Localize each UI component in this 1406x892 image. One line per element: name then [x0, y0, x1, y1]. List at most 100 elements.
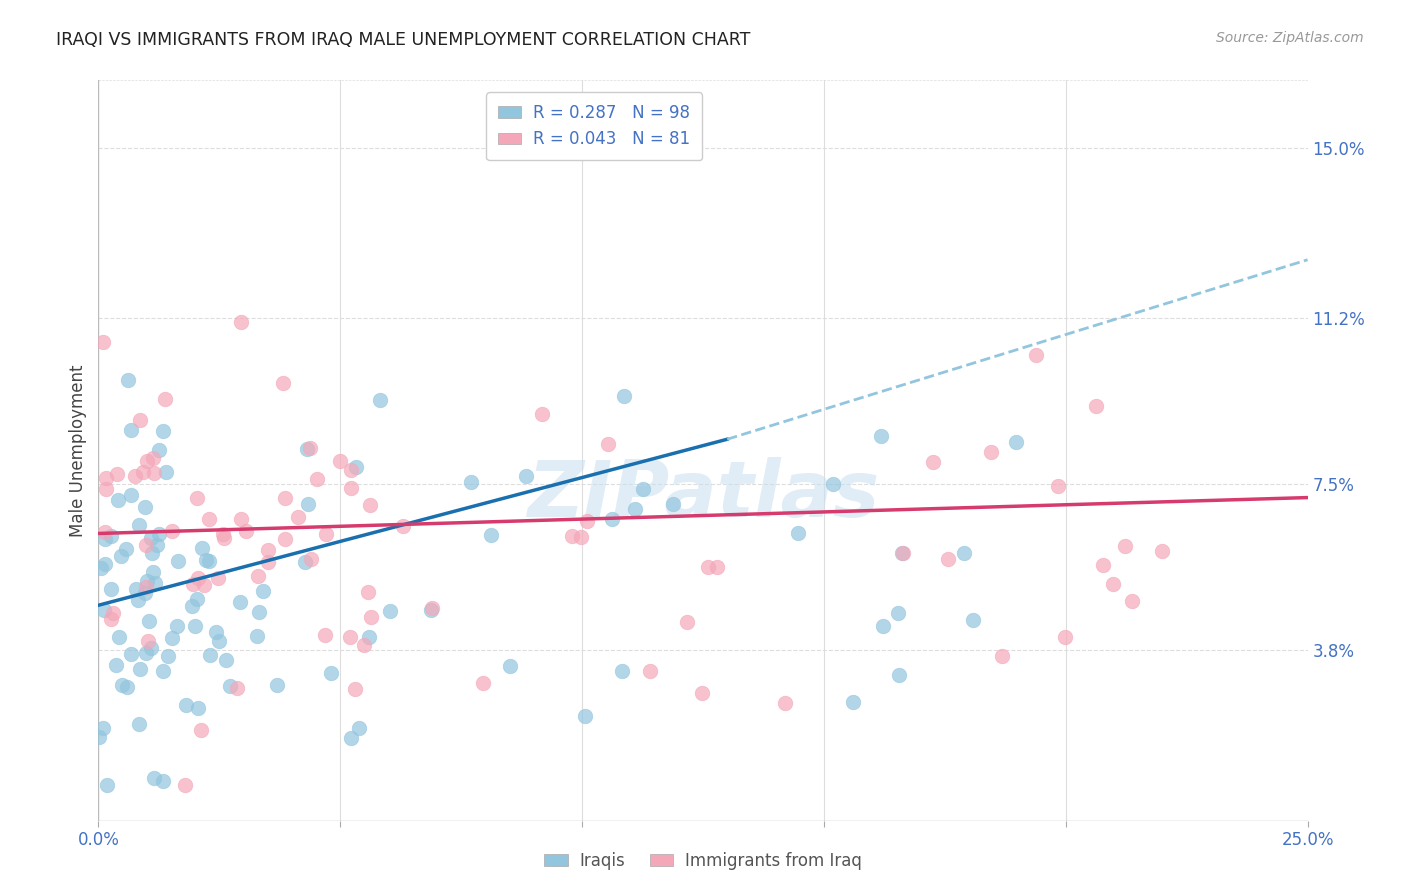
Point: [146, 538, 169, 552]
Point: [1054, 630, 1077, 644]
Point: [229, 315, 252, 329]
Point: [887, 668, 910, 682]
Point: [128, 413, 150, 427]
Point: [187, 571, 209, 585]
Point: [499, 658, 522, 673]
Point: [91, 334, 114, 349]
Point: [339, 630, 361, 644]
Point: [287, 509, 309, 524]
Point: [266, 677, 288, 691]
Point: [135, 574, 157, 588]
Point: [186, 491, 208, 506]
Point: [315, 526, 337, 541]
Point: [87, 730, 110, 744]
Text: Source: ZipAtlas.com: Source: ZipAtlas.com: [1216, 31, 1364, 45]
Point: [359, 630, 381, 644]
Point: [207, 571, 229, 585]
Point: [180, 599, 202, 613]
Point: [143, 466, 166, 480]
Point: [117, 373, 139, 387]
Point: [128, 717, 150, 731]
Point: [132, 465, 155, 479]
Point: [612, 665, 634, 679]
Point: [569, 530, 592, 544]
Point: [257, 555, 280, 569]
Legend: Iraqis, Immigrants from Iraq: Iraqis, Immigrants from Iraq: [537, 846, 869, 877]
Point: [135, 539, 157, 553]
Point: [340, 463, 363, 477]
Point: [613, 389, 636, 403]
Point: [676, 615, 699, 630]
Point: [690, 686, 713, 700]
Point: [299, 552, 322, 566]
Point: [195, 553, 218, 567]
Point: [152, 424, 174, 438]
Point: [419, 602, 441, 616]
Point: [1091, 558, 1114, 572]
Point: [922, 455, 945, 469]
Point: [872, 619, 894, 633]
Point: [162, 631, 184, 645]
Point: [359, 498, 381, 512]
Point: [134, 500, 156, 514]
Point: [328, 454, 350, 468]
Point: [191, 541, 214, 556]
Point: [138, 614, 160, 628]
Point: [120, 488, 142, 502]
Point: [148, 442, 170, 457]
Point: [135, 454, 157, 468]
Point: [1046, 479, 1069, 493]
Text: ZIPatlas: ZIPatlas: [527, 457, 879, 533]
Point: [94, 483, 117, 497]
Point: [219, 680, 242, 694]
Point: [229, 595, 252, 609]
Point: [139, 532, 162, 546]
Point: [200, 648, 222, 662]
Point: [392, 519, 415, 533]
Point: [142, 565, 165, 579]
Point: [226, 681, 249, 695]
Point: [246, 569, 269, 583]
Point: [1004, 434, 1026, 449]
Point: [576, 514, 599, 528]
Point: [360, 610, 382, 624]
Point: [321, 665, 343, 680]
Point: [215, 652, 238, 666]
Point: [107, 492, 129, 507]
Text: IRAQI VS IMMIGRANTS FROM IRAQ MALE UNEMPLOYMENT CORRELATION CHART: IRAQI VS IMMIGRANTS FROM IRAQ MALE UNEMP…: [56, 31, 751, 49]
Point: [107, 467, 129, 481]
Point: [128, 518, 150, 533]
Point: [212, 531, 235, 545]
Point: [991, 649, 1014, 664]
Point: [186, 591, 208, 606]
Point: [100, 582, 122, 596]
Point: [256, 542, 278, 557]
Point: [114, 542, 136, 557]
Point: [515, 469, 537, 483]
Point: [273, 376, 295, 390]
Point: [697, 559, 720, 574]
Point: [143, 576, 166, 591]
Point: [197, 512, 219, 526]
Point: [93, 603, 115, 617]
Point: [344, 459, 367, 474]
Point: [134, 586, 156, 600]
Point: [120, 647, 142, 661]
Point: [91, 721, 114, 735]
Point: [148, 527, 170, 541]
Point: [574, 709, 596, 723]
Point: [247, 605, 270, 619]
Point: [198, 554, 221, 568]
Point: [460, 475, 482, 490]
Point: [152, 664, 174, 678]
Point: [787, 526, 810, 541]
Point: [1101, 577, 1123, 591]
Point: [103, 606, 125, 620]
Point: [297, 442, 319, 456]
Point: [208, 634, 231, 648]
Point: [174, 698, 197, 712]
Point: [94, 471, 117, 485]
Point: [962, 613, 984, 627]
Point: [305, 472, 328, 486]
Point: [141, 546, 163, 560]
